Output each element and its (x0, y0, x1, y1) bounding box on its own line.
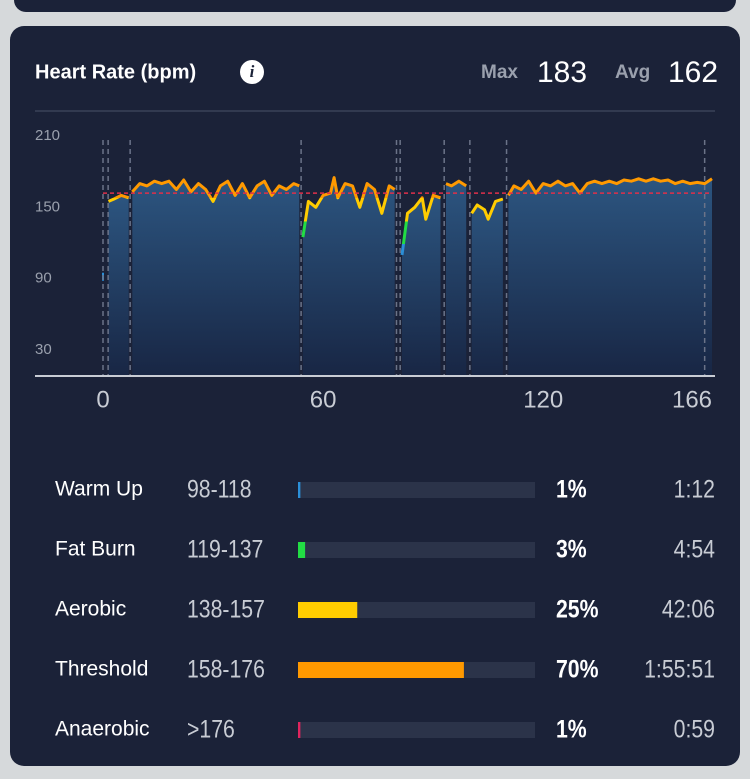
previous-card (14, 0, 736, 12)
zone-range: >176 (187, 715, 235, 743)
area (302, 177, 395, 376)
zone-time: 0:59 (674, 715, 715, 743)
avg-label: Avg (615, 62, 650, 83)
zone-time: 42:06 (662, 595, 715, 623)
info-icon-glyph: i (250, 62, 255, 81)
zone-time: 1:12 (674, 475, 715, 503)
zone-bar (298, 542, 306, 558)
zone-name: Fat Burn (55, 538, 136, 561)
line (470, 197, 504, 221)
zone-bar (298, 482, 301, 498)
zone-time: 1:55:51 (644, 655, 715, 683)
zone-track (298, 542, 535, 558)
chart-title: Heart Rate (bpm) (35, 61, 196, 83)
area (132, 180, 300, 376)
zone-name: Aerobic (55, 598, 126, 621)
max-value: 183 (537, 56, 587, 89)
line (301, 176, 396, 238)
area (471, 199, 503, 376)
zone-percent: 1% (556, 715, 587, 743)
line (400, 193, 441, 256)
zone-name: Anaerobic (55, 718, 150, 741)
area (108, 195, 129, 376)
max-label: Max (481, 62, 518, 83)
zone-bar (298, 602, 358, 618)
line (107, 193, 130, 203)
line (445, 179, 468, 188)
zone-name: Threshold (55, 658, 148, 681)
zone-percent: 1% (556, 475, 587, 503)
zone-time: 4:54 (674, 535, 715, 563)
zone-track (298, 722, 535, 738)
zone-track (298, 482, 535, 498)
x-tick-label: 166 (672, 386, 712, 413)
zone-percent: 25% (556, 595, 599, 623)
x-tick-label: 60 (310, 386, 337, 413)
x-tick-label: 0 (96, 386, 109, 413)
info-icon[interactable] (240, 60, 264, 84)
area (508, 178, 712, 376)
y-tick-label: 90 (35, 270, 52, 287)
zone-range: 98-118 (187, 475, 252, 503)
zone-range: 119-137 (187, 535, 263, 563)
zone-name: Warm Up (55, 478, 143, 501)
x-tick-label: 120 (523, 386, 563, 413)
card (10, 26, 740, 766)
avg-value: 162 (668, 56, 718, 89)
area (446, 181, 467, 376)
zone-range: 138-157 (187, 595, 265, 623)
zone-bar (298, 722, 301, 738)
y-tick-label: 30 (35, 341, 52, 358)
area (402, 195, 441, 376)
line (507, 177, 713, 197)
zone-bar (298, 662, 464, 678)
y-tick-label: 150 (35, 198, 60, 215)
zone-percent: 3% (556, 535, 587, 563)
zone-range: 158-176 (187, 655, 265, 683)
y-tick-label: 210 (35, 127, 60, 144)
zone-percent: 70% (556, 655, 599, 683)
